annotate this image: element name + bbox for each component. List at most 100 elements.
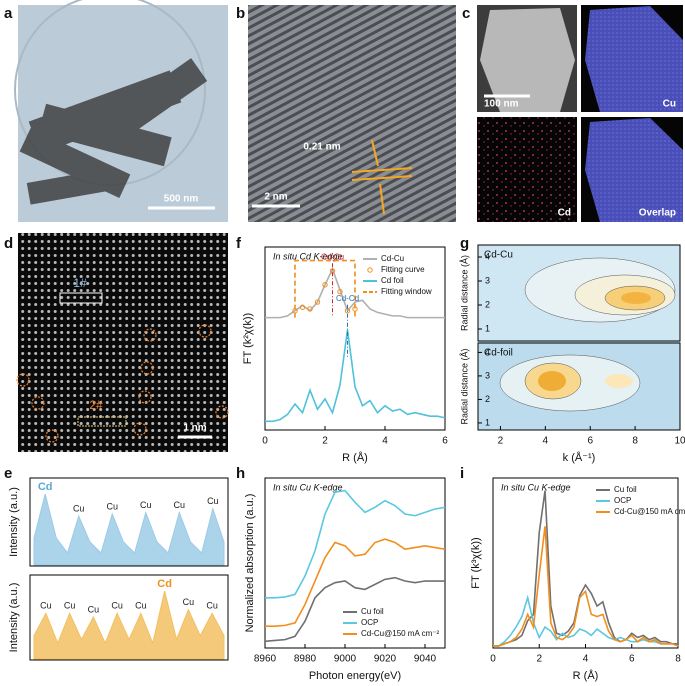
peak-label: Cu [183, 597, 195, 607]
x-axis-label: R (Å) [342, 451, 368, 464]
x-tick-label: 6 [587, 436, 593, 447]
axes-frame [264, 246, 446, 431]
x-tick-label: 8960 [254, 654, 277, 665]
panel-label: h [236, 465, 245, 482]
peak-label: Cu [73, 503, 85, 513]
legend-label: OCP [614, 496, 631, 505]
panel-label: g [460, 235, 469, 252]
y-tick-label: 1 [485, 417, 490, 427]
x-tick-label: 8980 [294, 654, 317, 665]
scale-bar-label: 2 nm [264, 192, 287, 203]
legend-swatch [367, 267, 373, 273]
panel-label: a [4, 5, 13, 22]
fit-point [337, 288, 343, 295]
peak-label: Cu [64, 601, 76, 611]
peak-label: Cu [206, 601, 218, 611]
legend-label: OCP [361, 618, 378, 627]
legend-label: Fitting window [381, 287, 432, 296]
y-tick-label: 2 [485, 299, 490, 309]
micrograph-b [248, 5, 456, 222]
series-line [265, 329, 446, 423]
legend-label: Cd-Cu@150 mA cm⁻² [614, 507, 685, 516]
panel-label: f [236, 235, 242, 252]
y-axis-label: Intensity (a.u.) [8, 487, 20, 557]
series-line [265, 267, 445, 319]
panel-label: i [460, 465, 464, 482]
legend-label: Fitting curve [381, 265, 425, 274]
legend-label: Cd foil [381, 276, 404, 285]
peak-label: Cu [106, 501, 118, 511]
contour-background [478, 245, 680, 430]
x-tick-label: 2 [536, 654, 542, 665]
panel-label: d [4, 235, 13, 252]
peak-label: Cu [111, 601, 123, 611]
peak-label: Cd [38, 481, 53, 493]
x-tick-label: 8 [632, 436, 638, 447]
annotation: Cd-Cd [336, 294, 359, 303]
legend-label: Cu foil [614, 485, 637, 494]
series-line [264, 576, 445, 643]
micrograph-a [14, 0, 228, 222]
peak-label: Cu [135, 601, 147, 611]
x-tick-label: 9000 [334, 654, 357, 665]
y-axis-label: Normalized absorption (a.u.) [244, 494, 256, 633]
y-axis-label: Intensity (a.u.) [8, 583, 20, 653]
x-tick-label: 4 [583, 654, 589, 665]
map-label: Overlap [639, 208, 676, 219]
fit-point [322, 282, 328, 288]
lattice-spacing: 0.21 nm [303, 142, 340, 153]
y-tick-label: 3 [485, 370, 490, 380]
annotation: Cd-Cu [321, 252, 344, 261]
site-label: 2# [89, 398, 103, 412]
x-tick-label: 0 [262, 436, 268, 447]
map-label: Cu [663, 99, 676, 110]
axes-frame [492, 477, 679, 649]
panel-label: c [462, 5, 470, 22]
chart-title: In situ Cd K-edge [273, 251, 343, 261]
panel-title: Cd-Cu [484, 250, 513, 261]
intensity-profile [33, 590, 225, 660]
peak-label: Cu [40, 601, 52, 611]
y-tick-label: 1 [485, 323, 490, 333]
legend-label: Cd-Cu [381, 254, 404, 263]
y-axis-label: Radial distance (Å) [459, 255, 469, 331]
panel-label: b [236, 5, 245, 22]
legend-label: Cu foil [361, 607, 384, 616]
fit-point [314, 299, 321, 305]
micrograph-d [16, 233, 229, 452]
x-tick-label: 9020 [374, 654, 397, 665]
x-tick-label: 8 [675, 654, 681, 665]
panel-label: e [4, 465, 12, 482]
axes-frame [477, 342, 681, 431]
y-axis-label: FT (k²χ(k)) [242, 313, 254, 364]
scale-bar-label: 1 nm [183, 423, 206, 434]
series-line [493, 526, 679, 647]
scale-bar-label: 100 nm [484, 99, 519, 110]
fit-point [299, 304, 306, 310]
x-tick-label: 6 [629, 654, 635, 665]
intensity-profile [33, 493, 225, 566]
x-tick-label: 10 [674, 436, 685, 447]
map-label: Cd [558, 208, 571, 219]
peak-label: Cd [157, 578, 172, 590]
x-tick-label: 2 [322, 436, 328, 447]
peak-label: Cu [88, 604, 100, 614]
scale-bar-label: 500 nm [164, 194, 199, 205]
series-line [265, 489, 446, 599]
x-axis-label: Photon energy(eV) [309, 670, 401, 682]
axes-frame [29, 574, 229, 661]
x-tick-label: 0 [490, 654, 496, 665]
x-axis-label: R (Å) [573, 669, 599, 682]
x-tick-label: 9040 [414, 654, 437, 665]
y-axis-label: FT (k³χ(k)) [470, 537, 482, 588]
x-tick-label: 6 [442, 436, 448, 447]
fit-point [307, 306, 313, 312]
chart-title: In situ Cu K-edge [501, 482, 571, 492]
peak-label: Cu [140, 500, 152, 510]
micrograph-c [477, 5, 683, 222]
series-line [294, 259, 356, 318]
peak-label: Cu [174, 500, 186, 510]
site-label: 1# [73, 276, 87, 290]
y-tick-label: 2 [485, 394, 490, 404]
